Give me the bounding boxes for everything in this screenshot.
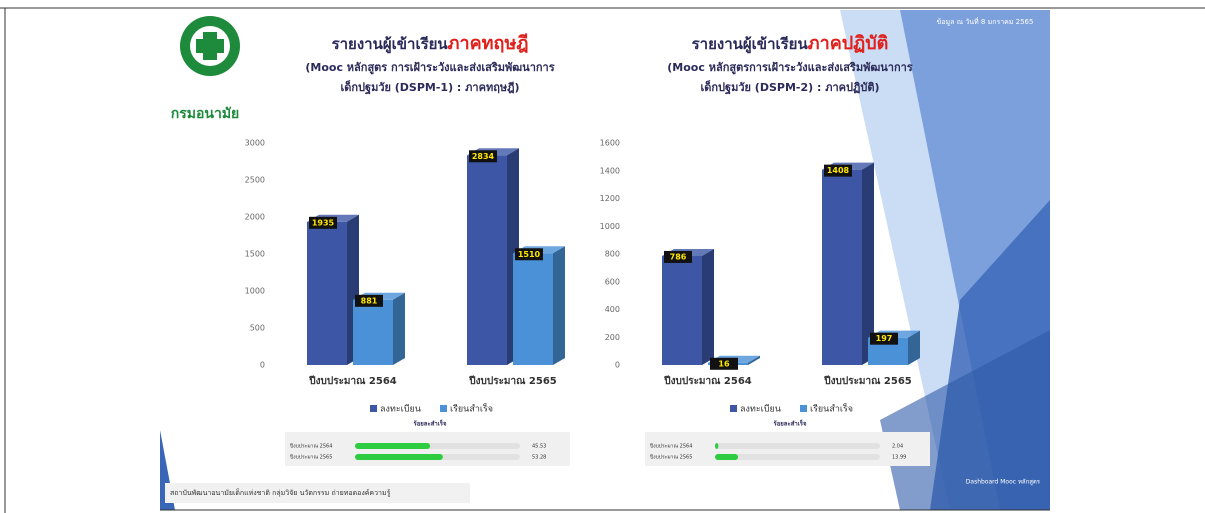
bar-side-shade [553,246,565,365]
legend-label: ลงทะเบียน [380,404,421,415]
completion-row-label: ปีงบประมาณ 2564 [650,443,693,450]
bar [307,221,347,365]
chart-subtitle: เด็กปฐมวัย (DSPM-1) : ภาคทฤษฎี) [340,80,519,95]
value-label: 881 [361,296,378,305]
x-tick-label: ปีงบประมาณ 2565 [824,375,912,387]
completion-row-label: ปีงบประมาณ 2565 [650,454,693,461]
legend-swatch [370,405,377,412]
value-label: 16 [718,359,730,368]
bar-side [702,248,714,365]
title-part: รายงานผู้เข้าเรียน [692,35,809,54]
legend-swatch [440,405,447,412]
y-tick-label: 2000 [245,213,265,222]
value-label: 786 [670,252,687,261]
y-tick-label: 800 [605,250,620,259]
y-tick-label: 1200 [600,194,620,203]
completion-caption: ร้อยละสำเร็จ [773,419,807,428]
chart-subtitle: (Mooc หลักสูตร การเฝ้าระวังและส่งเสริมพั… [305,61,554,75]
credit: Dashboard Mooc หลักสูตร [966,479,1041,486]
value-label-box [664,250,692,263]
footer-box [165,483,470,503]
footer: สถาบันพัฒนาอนามัยเด็กแห่งชาติ กลุ่มวิจัย… [170,488,391,497]
bar-side-shade [908,330,920,365]
bar [353,299,393,365]
bar [822,169,862,365]
date: ข้อมูล ณ วันที่ 8 มกราคม 2565 [937,17,1034,26]
bar-side [908,330,920,365]
chart-subtitle: (Mooc หลักสูตรการเฝ้าระวังและส่งเสริมพัฒ… [667,61,913,75]
completion-bar [355,443,431,449]
logo-text: กรมอนามัย [171,106,240,122]
y-tick-label: 2500 [245,176,265,185]
completion-value: 45.53 [532,444,546,450]
value-label-box [309,216,337,229]
completion-row-label: ปีงบประมาณ 2564 [290,443,333,450]
y-tick-label: 1400 [600,166,620,175]
legend-label: ลงทะเบียน [740,404,781,415]
bar-side [748,355,760,365]
completion-value: 2.04 [892,444,903,450]
completion-track [715,443,880,449]
completion-bar [715,443,719,449]
bar-side-shade [702,248,714,365]
value-label: 197 [876,334,893,343]
bar-side [393,292,405,365]
bar-side-shade [748,355,760,365]
title-emphasis: ภาคปฏิบัติ [808,33,889,54]
completion-row-label: ปีงบประมาณ 2565 [290,454,333,461]
y-tick-label: 1000 [600,222,620,231]
value-label: 1935 [312,218,335,227]
y-tick-label: 200 [605,333,620,342]
y-tick-label: 3000 [245,139,265,148]
legend-swatch [800,405,807,412]
legend-swatch [730,405,737,412]
bar-side-shade [862,162,874,365]
bar-side [553,246,565,365]
value-label: 1408 [827,166,850,175]
y-tick-label: 400 [605,305,620,314]
completion-value: 13.99 [892,455,906,461]
y-tick-label: 0 [260,361,265,370]
completion-caption: ร้อยละสำเร็จ [413,419,447,428]
x-tick-label: ปีงบประมาณ 2564 [309,375,397,387]
y-tick-label: 500 [250,324,265,333]
value-label-box [469,150,497,163]
value-label-box [870,332,898,345]
y-tick-label: 0 [615,361,620,370]
value-label: 1510 [518,250,541,259]
value-label-box [710,357,738,370]
legend-label: เรียนสำเร็จ [450,402,493,415]
x-tick-label: ปีงบประมาณ 2564 [664,375,752,387]
value-label: 2834 [472,152,495,161]
bar [467,155,507,365]
completion-bar [355,454,443,460]
legend-label: เรียนสำเร็จ [810,402,853,415]
bar-side-shade [393,292,405,365]
completion-value: 53.28 [532,455,546,461]
bar [513,253,553,365]
bar-side [862,162,874,365]
bar [662,255,702,365]
completion-bar [715,454,739,460]
value-label-box [515,248,543,261]
completion-track [715,454,880,460]
value-label-box [824,164,852,177]
y-tick-label: 1000 [245,287,265,296]
title-emphasis: ภาคทฤษฎี [448,33,529,54]
y-tick-label: 1600 [600,139,620,148]
chart-subtitle: เด็กปฐมวัย (DSPM-2) : ภาคปฏิบัติ) [700,80,879,95]
y-tick-label: 1500 [245,250,265,259]
chart-title: รายงานผู้เข้าเรียนภาคทฤษฎี [332,33,529,54]
chart-title: รายงานผู้เข้าเรียนภาคปฏิบัติ [692,33,889,54]
x-tick-label: ปีงบประมาณ 2565 [469,375,557,387]
logo-cross [196,32,224,60]
value-label-box [355,294,383,307]
y-tick-label: 600 [605,277,620,286]
title-part: รายงานผู้เข้าเรียน [332,35,449,54]
